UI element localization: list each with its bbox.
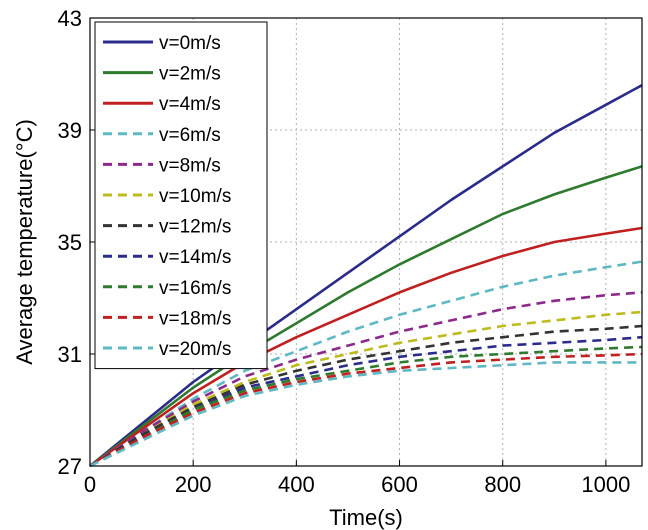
series-line-6 <box>89 324 643 468</box>
x-tick-label: 600 <box>381 472 418 497</box>
x-tick-label: 1000 <box>581 472 630 497</box>
legend-entry-label: v=18m/s <box>159 308 231 329</box>
series-line-0 <box>89 84 643 468</box>
x-tick-label: 800 <box>484 472 521 497</box>
legend-entry-label: v=14m/s <box>159 247 231 268</box>
legend-entry-label: v=8m/s <box>159 155 221 176</box>
legend-entry-label: v=2m/s <box>159 64 221 85</box>
series-line-3 <box>89 260 643 468</box>
legend-entry-label: v=0m/s <box>159 33 221 54</box>
legend-entry-label: v=4m/s <box>159 94 221 115</box>
series-lines <box>89 84 643 468</box>
y-tick-label: 43 <box>58 6 82 31</box>
x-axis-label: Time(s) <box>329 505 403 530</box>
axis-ticks: 0 200 400 600 800 1000 27 31 35 39 43 <box>58 6 631 497</box>
x-tick-label: 200 <box>175 472 212 497</box>
series-line-10 <box>89 361 642 468</box>
legend-entry-label: v=10m/s <box>159 186 231 207</box>
series-line-9 <box>89 352 643 468</box>
y-tick-label: 27 <box>58 454 82 479</box>
legend: v=0m/s v=2m/s v=4m/s v=6m/s v=8m/s v=10m/s v=1… <box>94 21 268 370</box>
legend-entry-label: v=12m/s <box>159 217 231 238</box>
y-tick-label: 39 <box>58 118 82 143</box>
series-line-1 <box>89 165 643 468</box>
legend-entry-label: v=20m/s <box>159 339 231 360</box>
legend-entry-label: v=16m/s <box>159 278 231 299</box>
series-line-2 <box>89 226 643 468</box>
x-tick-label: 400 <box>278 472 315 497</box>
x-tick-label: 0 <box>84 472 96 497</box>
series-line-4 <box>89 291 643 468</box>
y-tick-label: 31 <box>58 342 82 367</box>
y-axis-label: Average temperature(°C) <box>12 119 37 365</box>
series-line-8 <box>89 345 643 468</box>
y-tick-label: 35 <box>58 230 82 255</box>
series-line-5 <box>89 310 643 468</box>
legend-entry-label: v=6m/s <box>159 125 221 146</box>
